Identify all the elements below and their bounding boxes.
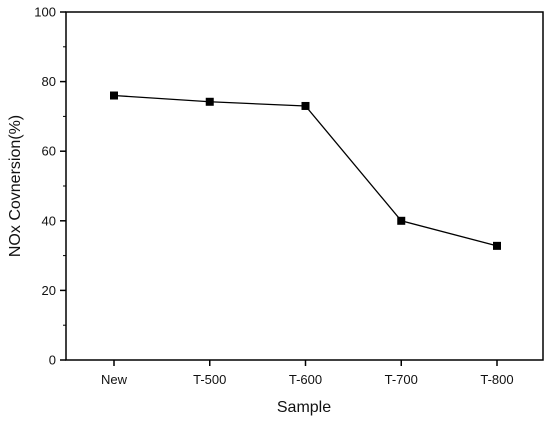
x-tick-label: T-500 bbox=[193, 372, 226, 387]
plot-frame bbox=[65, 11, 544, 361]
x-tick-label: T-700 bbox=[385, 372, 418, 387]
y-tick-label: 80 bbox=[42, 74, 56, 89]
data-point-marker bbox=[493, 241, 501, 250]
x-axis-ticks: New T-500 T-600 T-700 T-800 bbox=[101, 360, 514, 387]
x-axis-title: Sample bbox=[277, 399, 331, 416]
y-tick-label: 40 bbox=[42, 213, 56, 228]
y-axis-title: NOx Covnersion(%) bbox=[7, 115, 24, 257]
y-tick-label: 60 bbox=[42, 144, 56, 159]
data-point-marker bbox=[110, 91, 118, 100]
data-point-marker bbox=[397, 216, 406, 225]
series-line bbox=[113, 94, 498, 247]
series-group bbox=[110, 91, 501, 250]
y-axis-ticks: 0 20 40 60 80 100 bbox=[34, 5, 66, 368]
x-tick-label: New bbox=[101, 372, 128, 387]
data-point-marker bbox=[205, 97, 214, 106]
y-tick-label: 0 bbox=[49, 353, 56, 368]
y-tick-label: 100 bbox=[34, 5, 56, 20]
y-tick-label: 20 bbox=[42, 283, 56, 298]
x-tick-label: T-600 bbox=[289, 372, 322, 387]
data-point-marker bbox=[301, 101, 310, 110]
x-tick-label: T-800 bbox=[480, 372, 513, 387]
